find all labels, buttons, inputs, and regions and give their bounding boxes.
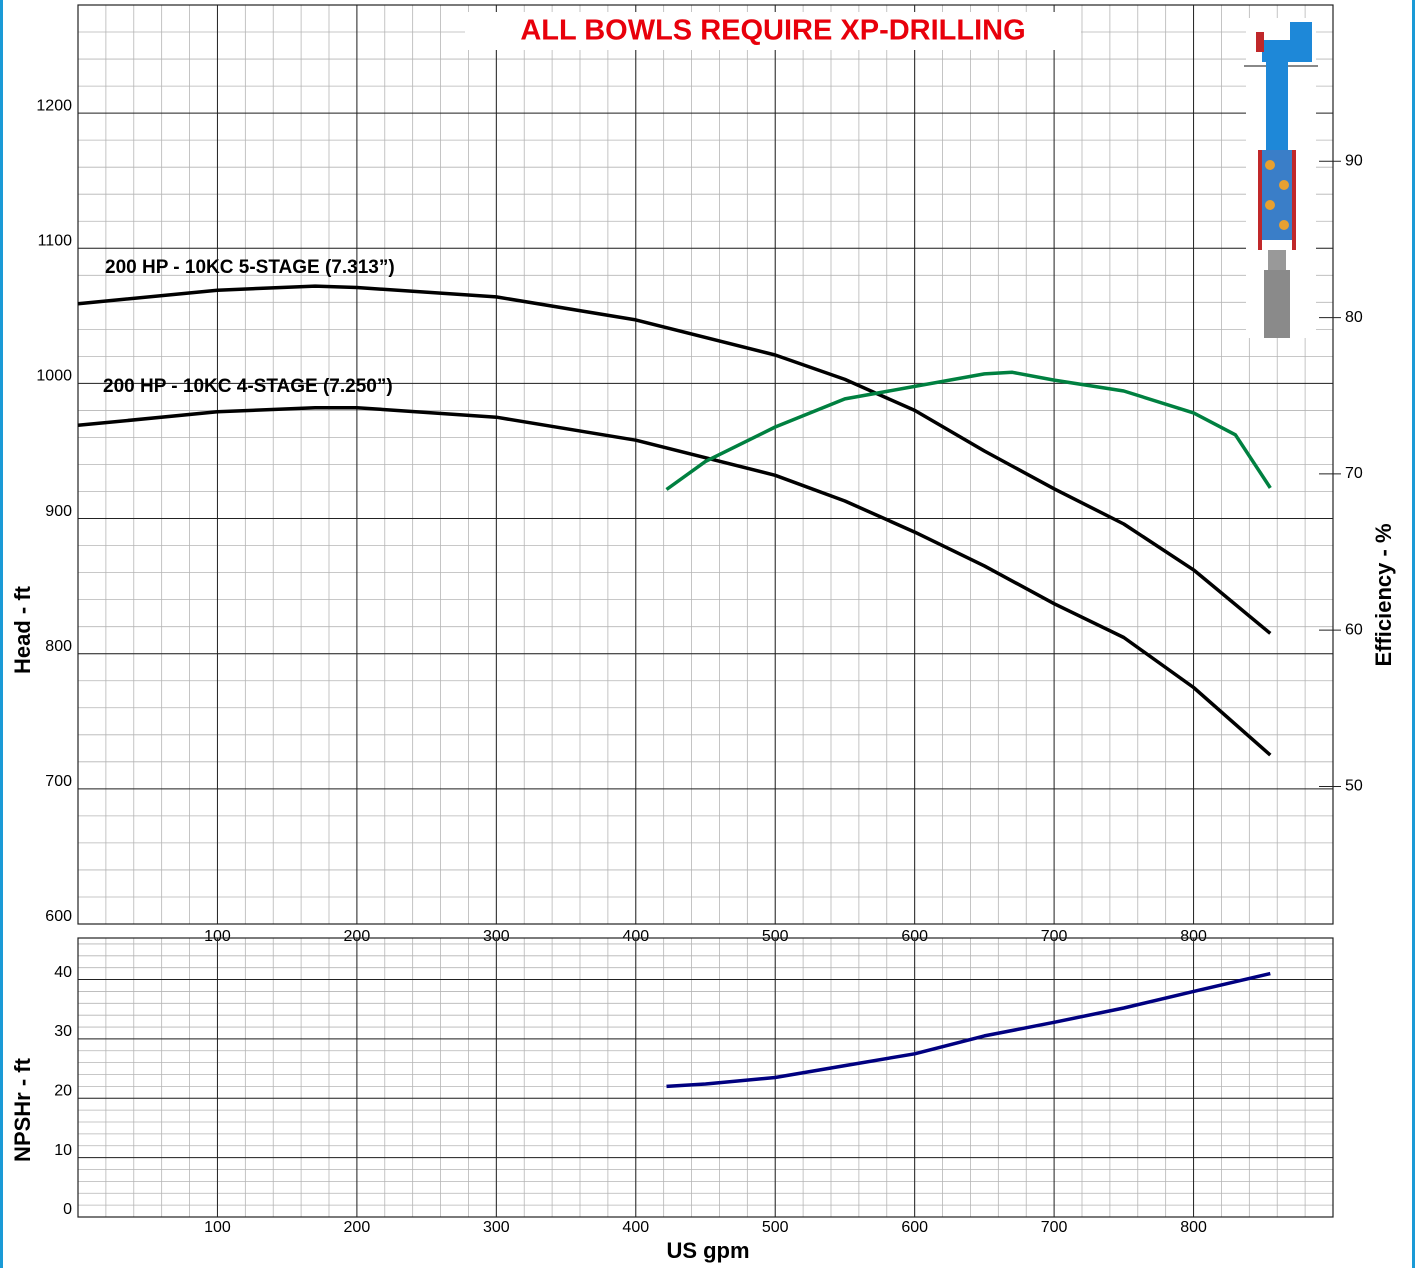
chart-title: ALL BOWLS REQUIRE XP-DRILLING bbox=[520, 15, 1025, 47]
y-tick-label: 1200 bbox=[36, 97, 72, 114]
annotation: 200 HP - 10KC 4-STAGE (7.250”) bbox=[103, 376, 393, 397]
x-tick-label: 400 bbox=[622, 1219, 649, 1236]
x-tick-label: 300 bbox=[483, 1219, 510, 1236]
x-tick-label: 100 bbox=[204, 928, 231, 945]
y-tick-label: 700 bbox=[45, 773, 72, 790]
x-tick-label: 200 bbox=[344, 1219, 371, 1236]
y2-tick-label: 80 bbox=[1345, 309, 1363, 326]
y2-tick-label: 70 bbox=[1345, 465, 1363, 482]
x-tick-label: 400 bbox=[622, 928, 649, 945]
left-border bbox=[0, 0, 3, 1268]
curve bbox=[77, 405, 1272, 757]
y-axis-label: NPSHr - ft bbox=[10, 1057, 35, 1162]
x-tick-label: 500 bbox=[762, 1219, 789, 1236]
x-tick-label: 200 bbox=[344, 928, 371, 945]
y-tick-label: 1000 bbox=[36, 368, 72, 385]
y2-tick-label: 90 bbox=[1345, 153, 1363, 170]
y-tick-label: 10 bbox=[54, 1142, 72, 1159]
x-tick-label: 700 bbox=[1041, 1219, 1068, 1236]
x-tick-label: 300 bbox=[483, 928, 510, 945]
x-tick-label: 800 bbox=[1180, 928, 1207, 945]
y2-tick-label: 60 bbox=[1345, 621, 1363, 638]
plot-frame bbox=[77, 937, 1334, 1218]
y2-tick-label: 50 bbox=[1345, 778, 1363, 795]
x-tick-label: 500 bbox=[762, 928, 789, 945]
y-tick-label: 40 bbox=[54, 964, 72, 981]
title-bg bbox=[465, 12, 1081, 50]
y-tick-label: 20 bbox=[54, 1082, 72, 1099]
x-tick-label: 600 bbox=[901, 1219, 928, 1236]
x-axis-label: US gpm bbox=[666, 1238, 749, 1263]
y-tick-label: 0 bbox=[63, 1201, 72, 1218]
x-tick-label: 700 bbox=[1041, 928, 1068, 945]
y-tick-label: 800 bbox=[45, 638, 72, 655]
y-tick-label: 1100 bbox=[38, 232, 73, 249]
plots: 100 200 300 400 500 600 700 8006007008009001000… bbox=[10, 4, 1396, 1263]
x-tick-label: 600 bbox=[901, 928, 928, 945]
x-tick-label: 800 bbox=[1180, 1219, 1207, 1236]
curve bbox=[77, 284, 1272, 635]
y-tick-label: 600 bbox=[45, 908, 72, 925]
right-border bbox=[1412, 0, 1415, 1268]
y-tick-label: 30 bbox=[54, 1023, 72, 1040]
y2-axis-label: Efficiency - % bbox=[1371, 523, 1396, 666]
curve bbox=[666, 971, 1271, 1089]
y-axis-label: Head - ft bbox=[10, 585, 35, 674]
x-tick-label: 100 bbox=[204, 1219, 231, 1236]
curve bbox=[665, 370, 1272, 491]
annotation: 200 HP - 10KC 5-STAGE (7.313”) bbox=[105, 257, 395, 278]
y-tick-label: 900 bbox=[45, 503, 72, 520]
pump-image bbox=[1244, 18, 1318, 338]
plot-frame bbox=[77, 4, 1334, 925]
